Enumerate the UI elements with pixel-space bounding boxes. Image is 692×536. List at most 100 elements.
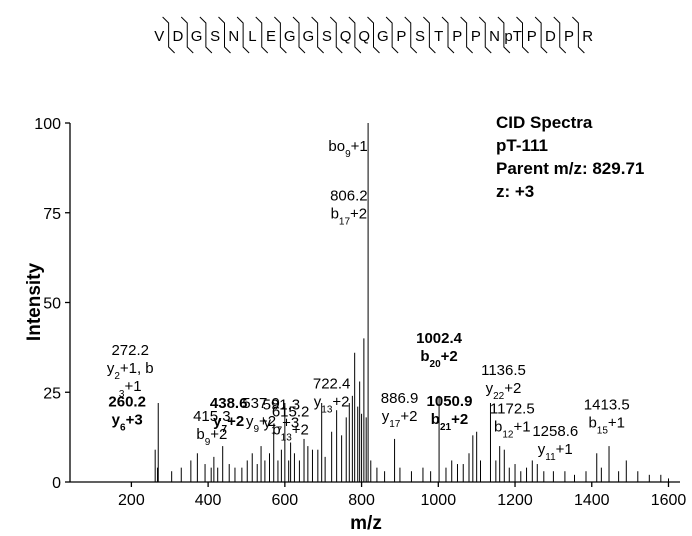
y-tick-label: 75 bbox=[43, 206, 61, 223]
b-ion-cleavage-mark bbox=[516, 16, 523, 35]
sequence-residue: P bbox=[527, 28, 537, 45]
peak-label-line: 615.2 bbox=[272, 404, 310, 421]
sequence-residue: S bbox=[210, 28, 220, 45]
y-tick-label: 25 bbox=[43, 385, 61, 402]
b-ion-cleavage-mark bbox=[441, 16, 449, 35]
peak-label-line: b21+2 bbox=[431, 411, 468, 433]
y-tick-label: 100 bbox=[34, 116, 61, 133]
y-ion-cleavage-mark bbox=[298, 35, 306, 54]
x-tick-label: 800 bbox=[348, 492, 375, 509]
peak-label-line: 591.3 bbox=[263, 397, 301, 414]
peak-label-line: b9+2 bbox=[196, 426, 227, 448]
peak-label-line: 1172.5 bbox=[490, 401, 535, 418]
peak-label: 415.3b9+2 bbox=[193, 408, 231, 448]
peak-label-line: 1002.4 bbox=[416, 330, 463, 347]
peak-label-line: bo9+1 bbox=[328, 138, 367, 160]
y-ion-cleavage-mark bbox=[559, 35, 567, 54]
peak-label-line: 722.4 bbox=[313, 376, 351, 393]
b-ion-cleavage-mark bbox=[423, 16, 430, 35]
b-ion-cleavage-mark bbox=[572, 16, 579, 35]
sequence-residue: G bbox=[302, 28, 314, 45]
y-tick-label: 0 bbox=[52, 475, 61, 492]
sequence-residue: G bbox=[191, 28, 203, 45]
x-tick-label: 600 bbox=[271, 492, 298, 509]
peak-label-line: b15+1 bbox=[588, 414, 625, 436]
y-ion-cleavage-mark bbox=[317, 35, 324, 54]
peak-label-line: 1258.6 bbox=[532, 423, 578, 440]
peak-label-line: b17+2 bbox=[331, 205, 368, 227]
b-ion-cleavage-mark bbox=[460, 16, 468, 35]
sequence-residue: P bbox=[452, 28, 462, 45]
sequence-residue: L bbox=[248, 28, 256, 45]
peak-label-line: y11+1 bbox=[538, 441, 573, 463]
y-ion-cleavage-mark bbox=[540, 35, 548, 54]
y-ion-cleavage-mark bbox=[577, 35, 585, 54]
y-ion-cleavage-mark bbox=[354, 35, 362, 54]
y-ion-cleavage-mark bbox=[242, 35, 250, 54]
x-tick-label: 1200 bbox=[497, 492, 533, 509]
y-tick-label: 50 bbox=[43, 296, 61, 313]
peak-label-line: y17+2 bbox=[382, 408, 418, 430]
b-ion-cleavage-mark bbox=[534, 16, 542, 35]
y-ion-cleavage-mark bbox=[484, 35, 492, 54]
peak-label-line: 537.9 bbox=[242, 395, 280, 412]
peak-label-line: y22+2 bbox=[486, 380, 522, 402]
sequence-residue: Q bbox=[358, 28, 370, 45]
peak-label-line: 3+1 bbox=[119, 378, 142, 400]
sequence-residue: N bbox=[489, 28, 500, 45]
b-ion-cleavage-mark bbox=[292, 16, 300, 35]
y-ion-cleavage-mark bbox=[335, 35, 343, 54]
peak-label: 438.6y7+2 bbox=[210, 395, 248, 435]
peak-label-line: y6+3 bbox=[112, 412, 143, 434]
sequence-residue: P bbox=[471, 28, 481, 45]
info-charge: z: +3 bbox=[496, 182, 534, 201]
b-ion-cleavage-mark bbox=[385, 16, 393, 35]
peak-label-line: y13+2 bbox=[314, 394, 350, 416]
b-ion-cleavage-mark bbox=[162, 16, 170, 35]
sequence-residue: D bbox=[545, 28, 556, 45]
info-peptide: pT-111 bbox=[496, 136, 548, 155]
y-ion-cleavage-mark bbox=[428, 35, 436, 54]
y-ion-cleavage-mark bbox=[391, 35, 399, 54]
sequence-residue: T bbox=[434, 28, 443, 45]
plot-axes: 0 25 50 75 100 200 400 600 800 1000 1200 1400 1600 bbox=[34, 116, 686, 509]
b-ion-cleavage-mark bbox=[218, 16, 225, 35]
info-title: CID Spectra bbox=[496, 113, 593, 132]
b-ion-cleavage-mark bbox=[311, 16, 319, 35]
peak-label-line: 806.2 bbox=[330, 187, 368, 204]
y-ion-cleavage-mark bbox=[410, 35, 418, 54]
y-ion-cleavage-mark bbox=[373, 35, 380, 54]
b-ion-cleavage-mark bbox=[348, 16, 356, 35]
sequence-residue: P bbox=[564, 28, 574, 45]
peak-label-line: b13+2 bbox=[272, 422, 309, 444]
peak-label-line: y9+2 bbox=[246, 413, 276, 435]
y-ion-cleavage-mark bbox=[224, 35, 231, 54]
b-ion-cleavage-mark bbox=[199, 16, 207, 35]
y-axis-title: Intensity bbox=[24, 263, 45, 342]
peak-label-line: b20+2 bbox=[420, 348, 457, 370]
peak-label-line: 415.3 bbox=[193, 408, 231, 425]
x-tick-label: 1000 bbox=[421, 492, 457, 509]
b-ion-cleavage-mark bbox=[478, 16, 486, 35]
y-ion-cleavage-mark bbox=[261, 35, 269, 54]
peak-label-line: 1050.9 bbox=[427, 393, 473, 410]
spectrum-peaks bbox=[154, 123, 669, 482]
b-ion-cleavage-mark bbox=[553, 16, 561, 35]
peak-label-line: 1413.5 bbox=[584, 396, 630, 413]
b-ion-cleavage-mark bbox=[329, 16, 337, 35]
sequence-residue: R bbox=[582, 28, 593, 45]
y-ion-cleavage-mark bbox=[168, 35, 175, 54]
peak-label-line: y2+1, b bbox=[107, 360, 154, 382]
sequence-residue: S bbox=[322, 28, 332, 45]
b-ion-cleavage-mark bbox=[236, 16, 244, 35]
peak-label-line: y17+3 bbox=[264, 415, 300, 437]
peak-label: 260.2y6+3 bbox=[108, 394, 146, 434]
